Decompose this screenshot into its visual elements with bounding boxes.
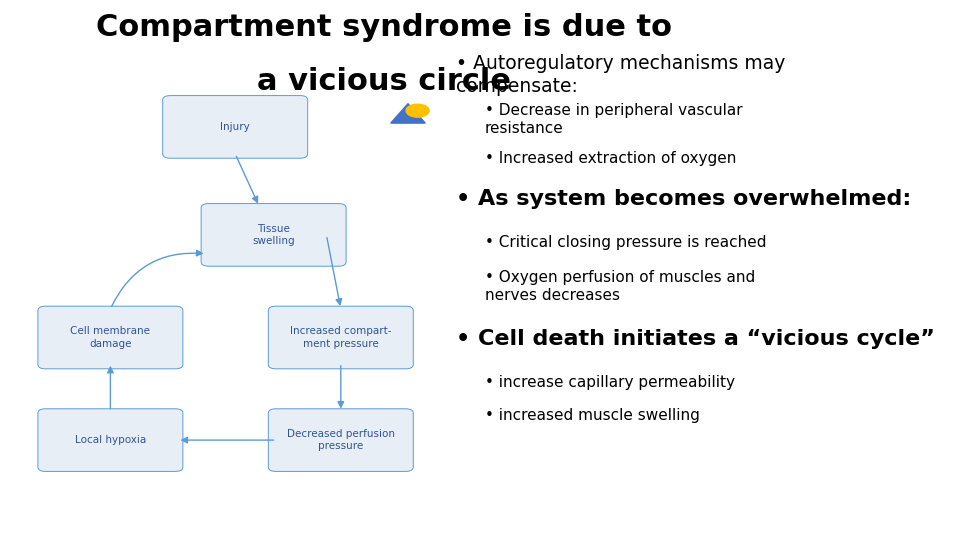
Text: • Increased extraction of oxygen: • Increased extraction of oxygen bbox=[485, 151, 736, 166]
Text: Decreased perfusion
pressure: Decreased perfusion pressure bbox=[287, 429, 395, 451]
FancyBboxPatch shape bbox=[268, 306, 413, 369]
Text: • Cell death initiates a “vicious cycle”: • Cell death initiates a “vicious cycle” bbox=[456, 329, 935, 349]
Text: Local hypoxia: Local hypoxia bbox=[75, 435, 146, 445]
Text: • As system becomes overwhelmed:: • As system becomes overwhelmed: bbox=[456, 189, 911, 209]
Circle shape bbox=[406, 104, 429, 117]
Text: Tissue
swelling: Tissue swelling bbox=[252, 224, 295, 246]
FancyBboxPatch shape bbox=[162, 96, 307, 158]
Text: Increased compart-
ment pressure: Increased compart- ment pressure bbox=[290, 326, 392, 349]
FancyBboxPatch shape bbox=[268, 409, 413, 471]
FancyBboxPatch shape bbox=[201, 204, 346, 266]
Text: • Oxygen perfusion of muscles and
nerves decreases: • Oxygen perfusion of muscles and nerves… bbox=[485, 270, 756, 303]
Text: • Critical closing pressure is reached: • Critical closing pressure is reached bbox=[485, 235, 766, 250]
FancyBboxPatch shape bbox=[38, 409, 183, 471]
FancyBboxPatch shape bbox=[38, 306, 183, 369]
Text: Cell membrane
damage: Cell membrane damage bbox=[70, 326, 151, 349]
Polygon shape bbox=[391, 104, 425, 123]
Text: Injury: Injury bbox=[221, 122, 250, 132]
Text: • increased muscle swelling: • increased muscle swelling bbox=[485, 408, 700, 423]
Text: a vicious circle: a vicious circle bbox=[257, 68, 511, 97]
Text: Compartment syndrome is due to: Compartment syndrome is due to bbox=[96, 14, 672, 43]
Text: • Decrease in peripheral vascular
resistance: • Decrease in peripheral vascular resist… bbox=[485, 103, 742, 136]
Text: • increase capillary permeability: • increase capillary permeability bbox=[485, 375, 734, 390]
Text: • Autoregulatory mechanisms may
compensate:: • Autoregulatory mechanisms may compensa… bbox=[456, 54, 785, 96]
